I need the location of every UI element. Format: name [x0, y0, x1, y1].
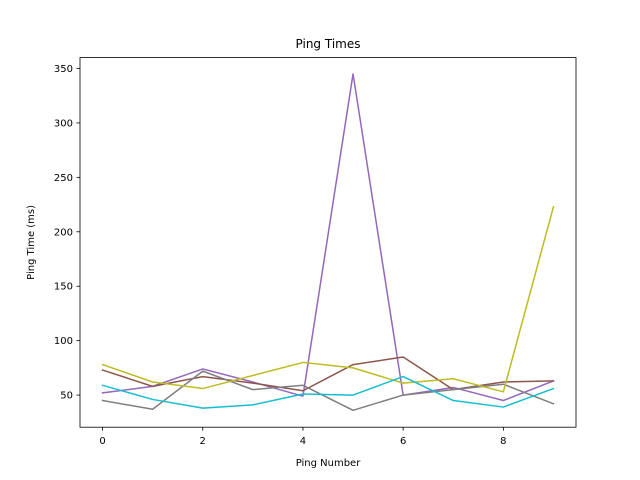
y-tick-label: 100 — [54, 336, 73, 347]
y-tick-label: 350 — [54, 64, 73, 75]
x-axis-label: Ping Number — [296, 458, 362, 469]
series-line-3 — [101, 370, 555, 412]
y-tick-label: 250 — [54, 173, 73, 184]
y-axis-label: Ping Time (ms) — [26, 205, 37, 280]
y-tick-label: 200 — [54, 227, 73, 238]
x-tick-label: 8 — [500, 436, 506, 447]
x-tick-label: 6 — [400, 436, 406, 447]
series-line-5 — [101, 375, 555, 409]
y-tick-label: 300 — [54, 118, 73, 129]
y-tick-label: 150 — [54, 282, 73, 293]
x-axis: 0 2 4 6 8 — [99, 427, 507, 447]
y-axis: 50 100 150 200 250 300 350 — [54, 64, 80, 402]
chart-title: Ping Times — [296, 37, 361, 51]
y-tick-label: 50 — [60, 391, 73, 402]
x-tick-label: 4 — [300, 436, 306, 447]
plot-frame — [79, 57, 577, 428]
series-line-1 — [101, 73, 555, 402]
series-line-4 — [101, 205, 555, 393]
x-tick-label: 2 — [200, 436, 206, 447]
x-tick-label: 0 — [99, 436, 105, 447]
series-layer — [101, 73, 555, 412]
